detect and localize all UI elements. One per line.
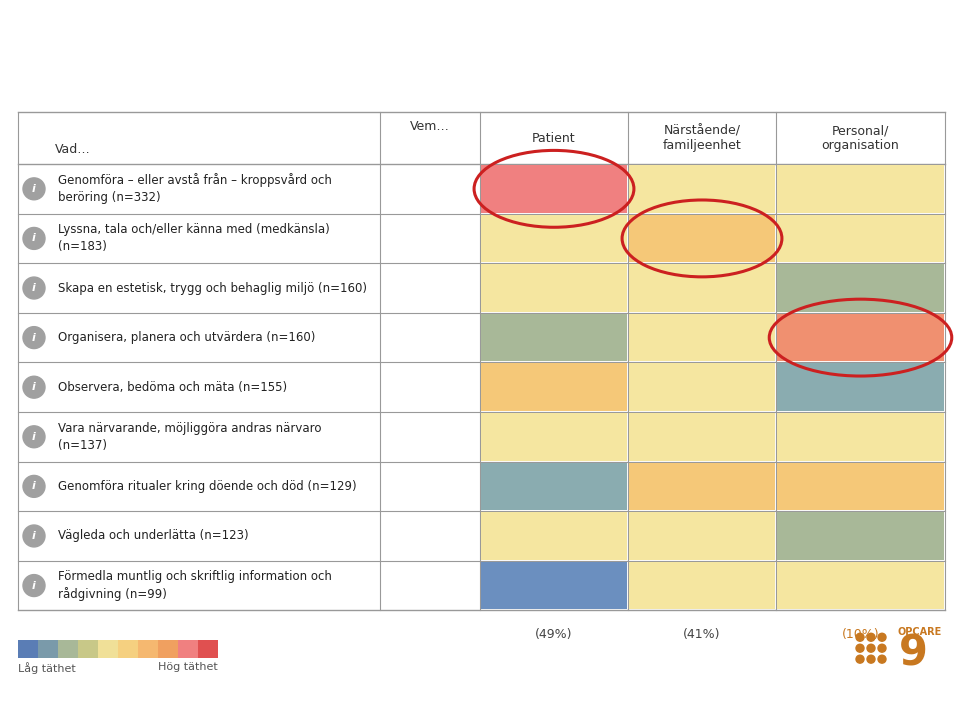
Text: 9: 9: [899, 632, 928, 675]
Text: Vem…: Vem…: [410, 120, 450, 133]
FancyBboxPatch shape: [138, 640, 158, 658]
Text: Personal/
organisation: Personal/ organisation: [822, 124, 900, 152]
FancyBboxPatch shape: [629, 264, 775, 312]
FancyBboxPatch shape: [98, 640, 118, 658]
Circle shape: [867, 644, 875, 652]
FancyBboxPatch shape: [629, 314, 775, 362]
FancyBboxPatch shape: [629, 363, 775, 411]
Text: i: i: [32, 283, 35, 293]
FancyBboxPatch shape: [629, 562, 775, 609]
Text: i: i: [32, 233, 35, 243]
FancyBboxPatch shape: [198, 640, 218, 658]
Text: Genomföra ritualer kring döende och död (n=129): Genomföra ritualer kring döende och död …: [58, 480, 357, 493]
Circle shape: [867, 633, 875, 642]
Text: i: i: [32, 482, 35, 491]
Circle shape: [867, 655, 875, 663]
Text: Skapa en estetisk, trygg och behaglig miljö (n=160): Skapa en estetisk, trygg och behaglig mi…: [58, 281, 367, 295]
Text: Genomföra – eller avstå från – kroppsvård och
beröring (n=332): Genomföra – eller avstå från – kroppsvår…: [58, 173, 332, 204]
Text: Vägleda och underlätta (n=123): Vägleda och underlätta (n=123): [58, 529, 248, 542]
Circle shape: [856, 633, 864, 642]
Text: (10%): (10%): [842, 628, 879, 642]
FancyBboxPatch shape: [38, 640, 58, 658]
FancyBboxPatch shape: [481, 314, 627, 362]
FancyBboxPatch shape: [18, 640, 38, 658]
FancyBboxPatch shape: [481, 363, 627, 411]
Circle shape: [856, 644, 864, 652]
FancyBboxPatch shape: [158, 640, 178, 658]
Circle shape: [23, 228, 45, 250]
FancyBboxPatch shape: [777, 462, 944, 510]
Text: Låg täthet: Låg täthet: [18, 662, 76, 674]
FancyBboxPatch shape: [777, 512, 944, 560]
FancyBboxPatch shape: [481, 562, 627, 609]
Text: Vad…: Vad…: [55, 143, 91, 156]
Text: Observera, bedöma och mäta (n=155): Observera, bedöma och mäta (n=155): [58, 381, 287, 393]
Text: Lyssna, tala och/eller känna med (medkänsla)
(n=183): Lyssna, tala och/eller känna med (medkän…: [58, 223, 330, 253]
FancyBboxPatch shape: [777, 165, 944, 213]
Circle shape: [856, 655, 864, 663]
Circle shape: [23, 376, 45, 398]
Circle shape: [878, 655, 886, 663]
FancyBboxPatch shape: [777, 363, 944, 411]
Text: OPCARE: OPCARE: [897, 627, 941, 637]
Text: i: i: [32, 333, 35, 343]
Circle shape: [23, 525, 45, 547]
FancyBboxPatch shape: [481, 165, 627, 213]
Text: Organisera, planera och utvärdera (n=160): Organisera, planera och utvärdera (n=160…: [58, 331, 316, 344]
Circle shape: [23, 426, 45, 448]
Text: i: i: [32, 531, 35, 541]
Text: (41%): (41%): [683, 628, 721, 642]
FancyBboxPatch shape: [481, 214, 627, 262]
Text: i: i: [32, 184, 35, 194]
Text: Patient: Patient: [532, 132, 575, 145]
Circle shape: [23, 277, 45, 299]
FancyBboxPatch shape: [777, 562, 944, 609]
Text: Vara närvarande, möjliggöra andras närvaro
(n=137): Vara närvarande, möjliggöra andras närva…: [58, 422, 321, 452]
FancyBboxPatch shape: [481, 512, 627, 560]
FancyBboxPatch shape: [481, 413, 627, 460]
FancyBboxPatch shape: [629, 512, 775, 560]
Text: Förmedla muntlig och skriftlig information och
rådgivning (n=99): Förmedla muntlig och skriftlig informati…: [58, 570, 332, 601]
Circle shape: [23, 178, 45, 200]
Text: Närstående/
familjeenhet: Närstående/ familjeenhet: [663, 124, 741, 152]
FancyBboxPatch shape: [777, 413, 944, 460]
Circle shape: [23, 326, 45, 348]
FancyBboxPatch shape: [777, 214, 944, 262]
Circle shape: [23, 475, 45, 497]
FancyBboxPatch shape: [78, 640, 98, 658]
Circle shape: [878, 633, 886, 642]
FancyBboxPatch shape: [481, 462, 627, 510]
FancyBboxPatch shape: [629, 214, 775, 262]
Text: Ett sätt att presentera data…: Ett sätt att presentera data…: [24, 32, 574, 68]
FancyBboxPatch shape: [178, 640, 198, 658]
FancyBboxPatch shape: [777, 264, 944, 312]
Text: (49%): (49%): [535, 628, 573, 642]
Circle shape: [878, 644, 886, 652]
FancyBboxPatch shape: [777, 314, 944, 362]
Text: i: i: [32, 382, 35, 392]
FancyBboxPatch shape: [629, 165, 775, 213]
Circle shape: [23, 575, 45, 596]
FancyBboxPatch shape: [58, 640, 78, 658]
FancyBboxPatch shape: [481, 264, 627, 312]
FancyBboxPatch shape: [629, 413, 775, 460]
Text: i: i: [32, 431, 35, 442]
Text: i: i: [32, 580, 35, 591]
Text: Hög täthet: Hög täthet: [158, 662, 218, 672]
FancyBboxPatch shape: [118, 640, 138, 658]
FancyBboxPatch shape: [629, 462, 775, 510]
